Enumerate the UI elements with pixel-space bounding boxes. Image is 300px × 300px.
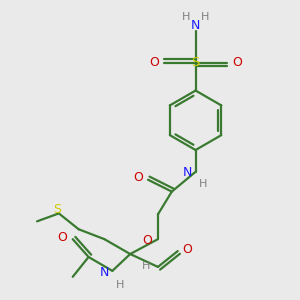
Text: S: S — [191, 56, 200, 69]
Text: O: O — [133, 171, 143, 184]
Text: H: H — [201, 12, 210, 22]
Text: H: H — [182, 12, 190, 22]
Text: O: O — [149, 56, 159, 69]
Text: H: H — [116, 280, 124, 290]
Text: O: O — [183, 243, 193, 256]
Text: N: N — [191, 19, 200, 32]
Text: N: N — [183, 166, 192, 179]
Text: H: H — [199, 179, 208, 189]
Text: S: S — [53, 203, 61, 216]
Text: O: O — [232, 56, 242, 69]
Text: H: H — [142, 261, 150, 271]
Text: N: N — [100, 266, 109, 279]
Text: O: O — [142, 234, 152, 247]
Text: O: O — [57, 231, 67, 244]
